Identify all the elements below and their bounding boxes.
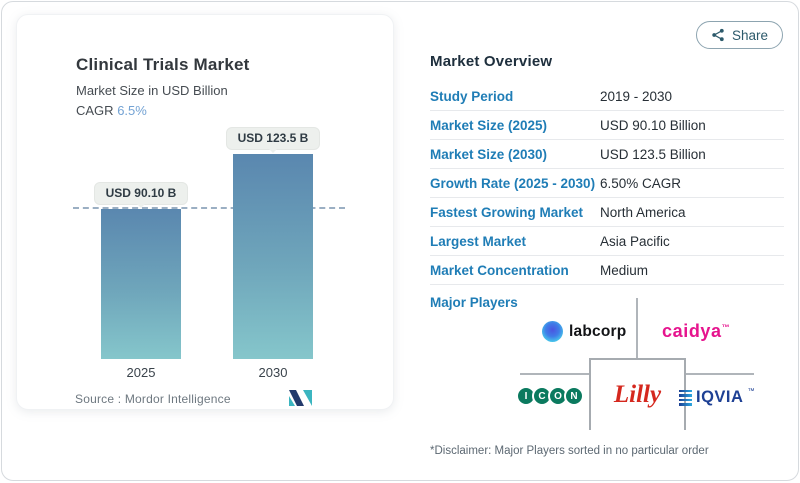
disclaimer-text: *Disclaimer: Major Players sorted in no … — [430, 445, 709, 457]
table-row-fastest-growing-market: Fastest Growing Market North America — [430, 198, 784, 227]
reference-dashed-line — [73, 207, 345, 209]
bar-2030 — [233, 154, 313, 359]
share-button-label: Share — [732, 27, 769, 43]
cagr-line: CAGR 6.5% — [76, 103, 147, 118]
market-chart-card: Clinical Trials Market Market Size in US… — [16, 14, 394, 410]
players-vertical-connector — [636, 298, 638, 359]
row-value: USD 123.5 Billion — [600, 146, 706, 162]
row-label: Market Concentration — [430, 262, 569, 278]
bar-label-2025: USD 90.10 B — [71, 182, 211, 205]
overview-heading: Market Overview — [430, 53, 553, 70]
cagr-value: 6.5% — [117, 103, 147, 118]
share-button[interactable]: Share — [696, 21, 784, 49]
x-axis-label-2025: 2025 — [126, 365, 156, 380]
row-label: Market Size (2030) — [430, 146, 548, 162]
source-name: Mordor Intelligence — [124, 392, 231, 406]
table-row-study-period: Study Period 2019 - 2030 — [430, 82, 784, 111]
source-line: Source : Mordor Intelligence — [75, 392, 231, 406]
overview-table: Study Period 2019 - 2030 Market Size (20… — [430, 82, 784, 285]
row-value: USD 90.10 Billion — [600, 117, 706, 133]
labcorp-logo: labcorp — [542, 321, 626, 342]
row-value: Asia Pacific — [600, 233, 670, 249]
caidya-logo: caidya™ — [662, 321, 730, 341]
share-icon — [712, 28, 724, 42]
row-label: Study Period — [430, 88, 514, 104]
caidya-trademark: ™ — [721, 323, 730, 332]
row-value: Medium — [600, 262, 649, 278]
bar-2025 — [101, 209, 181, 359]
labcorp-circle-icon — [542, 321, 563, 342]
row-label: Fastest Growing Market — [430, 204, 584, 220]
mordor-intelligence-logo — [289, 390, 312, 406]
row-label: Largest Market — [430, 233, 527, 249]
x-axis-label-2030: 2030 — [258, 365, 288, 380]
row-label: Growth Rate (2025 - 2030) — [430, 175, 596, 191]
lilly-logo-box — [589, 358, 686, 430]
row-value: 6.50% CAGR — [600, 175, 682, 191]
table-row-market-concentration: Market Concentration Medium — [430, 256, 784, 285]
major-players-label: Major Players — [430, 295, 518, 310]
row-label: Market Size (2025) — [430, 117, 548, 133]
table-row-growth-rate: Growth Rate (2025 - 2030) 6.50% CAGR — [430, 169, 784, 198]
bar-chart: USD 90.10 B USD 123.5 B 2025 2030 — [17, 15, 393, 409]
bar-label-2030: USD 123.5 B — [203, 127, 343, 150]
icon-logo: I C O N — [516, 386, 584, 406]
lilly-logo: Lilly — [613, 381, 662, 408]
iqvia-bars-icon — [679, 389, 692, 406]
row-value: North America — [600, 204, 686, 220]
iqvia-trademark: ™ — [747, 388, 755, 395]
chart-title: Clinical Trials Market — [76, 55, 250, 74]
cagr-label: CAGR — [76, 103, 114, 118]
row-value: 2019 - 2030 — [600, 88, 673, 104]
table-row-market-size-2025: Market Size (2025) USD 90.10 Billion — [430, 111, 784, 140]
table-row-market-size-2030: Market Size (2030) USD 123.5 Billion — [430, 140, 784, 169]
iqvia-logo: IQVIA ™ — [679, 388, 754, 407]
source-label: Source : — [75, 392, 122, 406]
chart-subtitle: Market Size in USD Billion — [76, 83, 228, 98]
table-row-largest-market: Largest Market Asia Pacific — [430, 227, 784, 256]
icon-letter-circle: N — [564, 386, 584, 406]
